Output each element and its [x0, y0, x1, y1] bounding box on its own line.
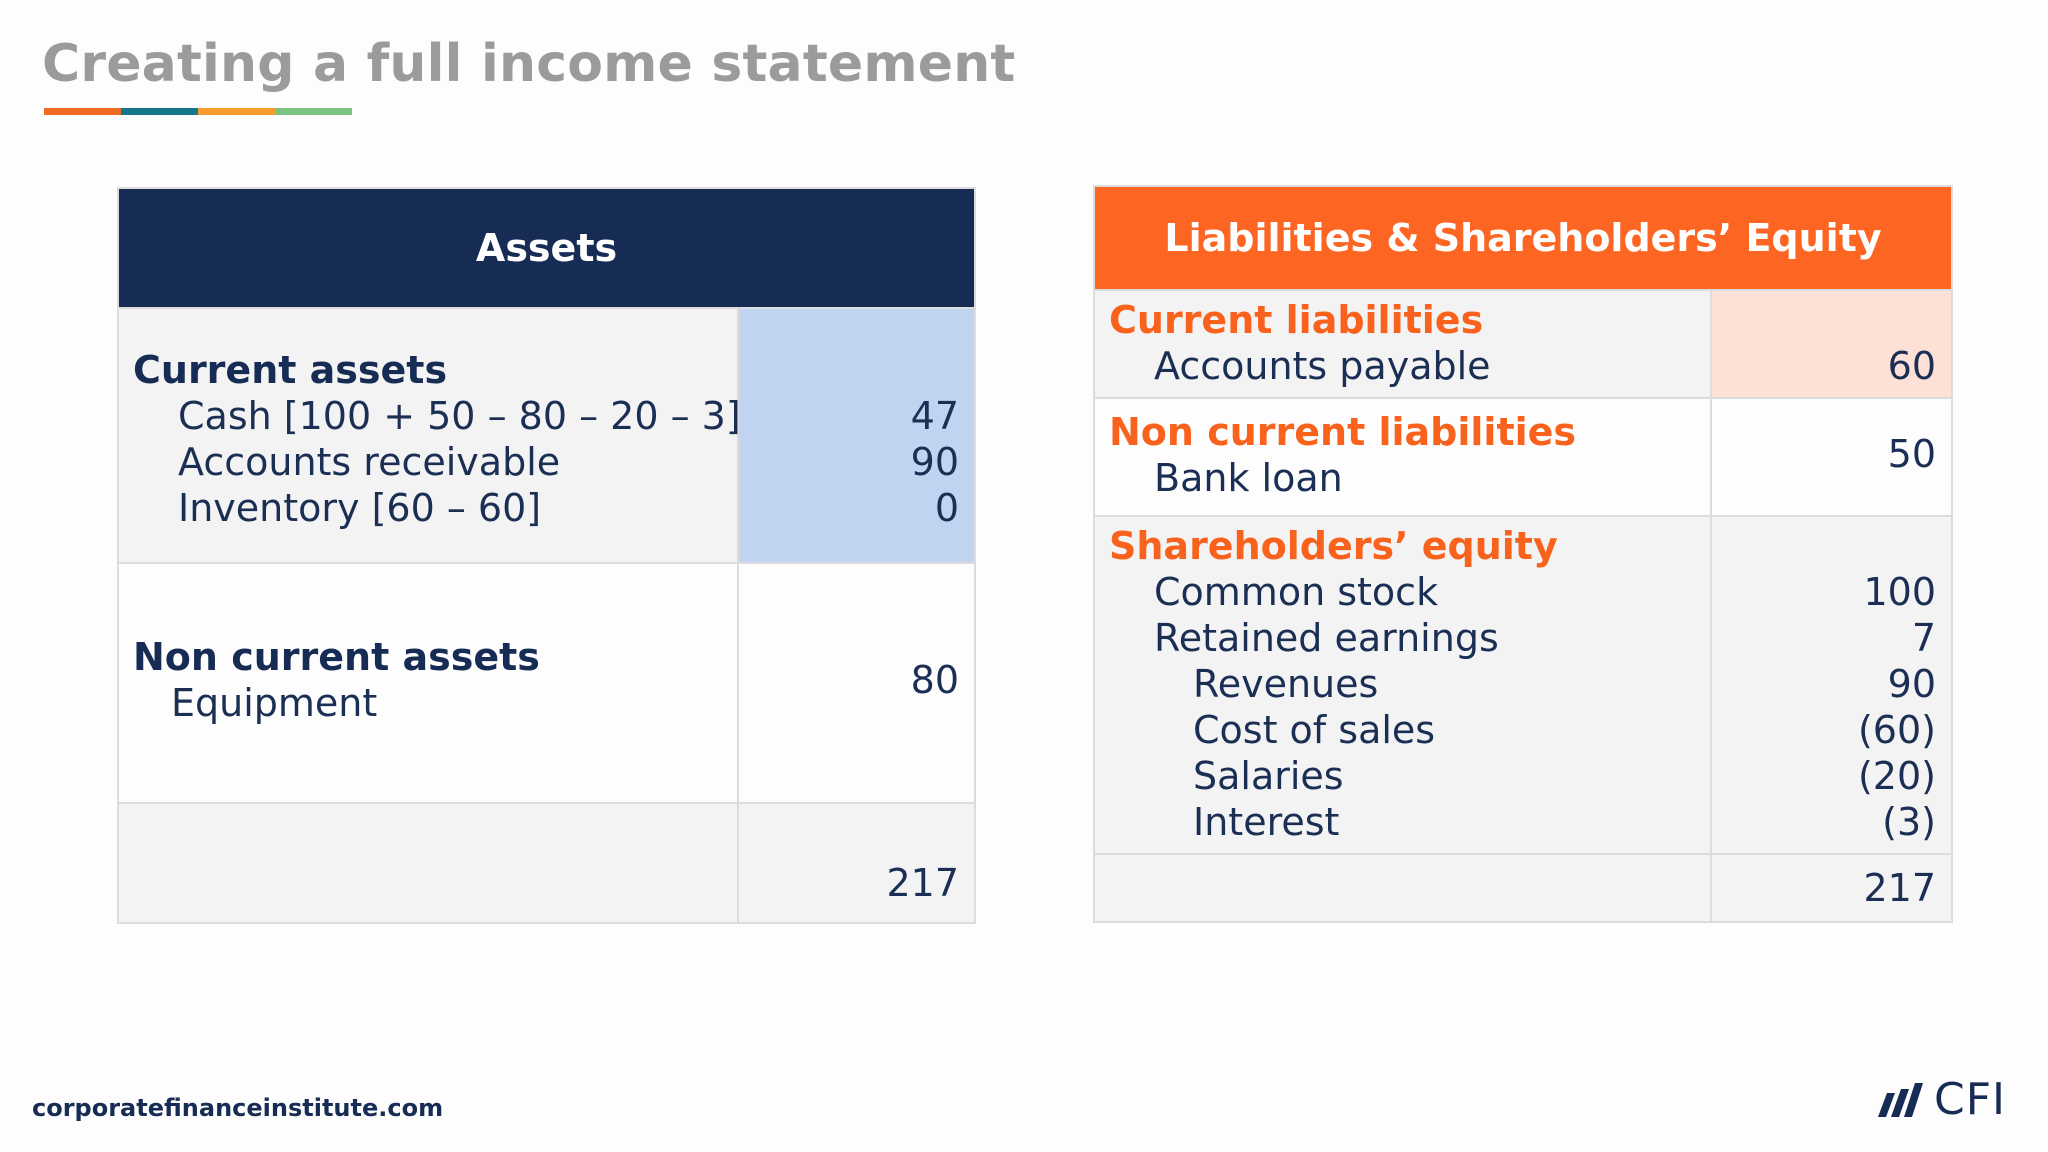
title-underline-segment-amber	[198, 108, 275, 115]
assets-total-cell: 217	[736, 802, 977, 924]
revenues-value: 90	[1887, 662, 1936, 706]
non-current-liabilities-labels: Non current liabilities Bank loan	[1093, 397, 1712, 517]
interest-label: Interest	[1193, 800, 1340, 844]
cfi-logo-icon	[1878, 1083, 1923, 1117]
liabilities-total-cell: 217	[1710, 853, 1953, 923]
equity-values: 100 7 90 (60) (20) (3)	[1710, 515, 1953, 855]
inventory-label: Inventory [60 – 60]	[178, 486, 542, 530]
interest-value: (3)	[1882, 800, 1936, 844]
cash-label: Cash [100 + 50 – 80 – 20 – 3]	[178, 394, 741, 438]
assets-table: Assets Current assets Cash [100 + 50 – 8…	[116, 187, 977, 924]
non-current-liabilities-heading: Non current liabilities	[1109, 410, 1577, 454]
accounts-payable-label: Accounts payable	[1154, 344, 1491, 388]
accounts-payable-value: 60	[1887, 344, 1936, 388]
assets-header: Assets	[116, 187, 977, 309]
retained-earnings-label: Retained earnings	[1154, 616, 1499, 660]
current-assets-heading: Current assets	[133, 348, 448, 392]
retained-earnings-value: 7	[1911, 616, 1936, 660]
accounts-receivable-label: Accounts receivable	[178, 440, 561, 484]
current-liabilities-heading: Current liabilities	[1109, 298, 1484, 342]
current-assets-values: 47 90 0	[736, 307, 977, 564]
accounts-receivable-value: 90	[910, 440, 960, 484]
bank-loan-label: Bank loan	[1154, 456, 1343, 500]
revenues-label: Revenues	[1193, 662, 1379, 706]
non-current-liabilities-values: 50	[1710, 397, 1953, 517]
title-underline-segment-green	[275, 108, 352, 115]
cash-value: 47	[910, 394, 960, 438]
current-assets-labels: Current assets Cash [100 + 50 – 80 – 20 …	[117, 307, 741, 564]
liabilities-table: Liabilities & Shareholders’ Equity Curre…	[1093, 185, 1953, 923]
liabilities-header: Liabilities & Shareholders’ Equity	[1093, 185, 1953, 291]
equipment-label: Equipment	[171, 681, 378, 725]
cost-of-sales-value: (60)	[1857, 708, 1936, 752]
cfi-logo: CFI	[1878, 1078, 2006, 1122]
non-current-assets-heading: Non current assets	[133, 635, 540, 679]
common-stock-label: Common stock	[1154, 570, 1439, 614]
common-stock-value: 100	[1863, 570, 1936, 614]
equity-labels: Shareholders’ equity Common stock Retain…	[1093, 515, 1712, 855]
title-underline-segment-orange	[44, 108, 121, 115]
footer-url: corporatefinanceinstitute.com	[32, 1094, 444, 1122]
equipment-value: 80	[910, 658, 960, 702]
equity-heading: Shareholders’ equity	[1109, 524, 1558, 568]
salaries-value: (20)	[1857, 754, 1936, 798]
non-current-assets-labels: Non current assets Equipment	[117, 562, 739, 804]
assets-total-label-cell	[117, 802, 739, 924]
cost-of-sales-label: Cost of sales	[1193, 708, 1436, 752]
slide-title: Creating a full income statement	[42, 34, 1016, 94]
salaries-label: Salaries	[1193, 754, 1344, 798]
title-underline	[44, 108, 352, 115]
inventory-value: 0	[934, 486, 960, 530]
title-underline-segment-teal	[121, 108, 198, 115]
cfi-logo-text: CFI	[1934, 1074, 2007, 1125]
non-current-assets-values: 80	[736, 562, 977, 804]
current-liabilities-labels: Current liabilities Accounts payable	[1093, 289, 1712, 399]
bank-loan-value: 50	[1887, 432, 1936, 476]
liabilities-total-label-cell	[1093, 853, 1712, 923]
current-liabilities-values: 60	[1710, 289, 1953, 399]
assets-total-value: 217	[886, 861, 960, 905]
liabilities-total-value: 217	[1863, 866, 1936, 910]
